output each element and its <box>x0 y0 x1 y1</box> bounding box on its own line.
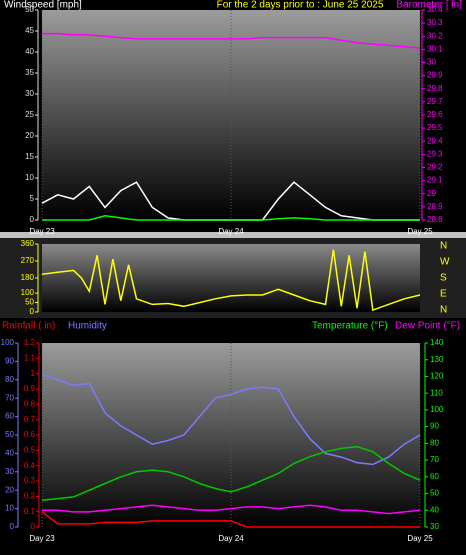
y-tick-label: 40 <box>25 47 34 56</box>
y-tick-label: 1.1 <box>24 353 36 362</box>
y-tick-label: 29 <box>427 189 436 198</box>
y-tick-label: 29.9 <box>427 71 443 80</box>
y-tick-label: 0.8 <box>24 399 36 408</box>
y-tick-label: 90 <box>430 422 439 431</box>
x-tick-label: Day 23 <box>29 534 55 543</box>
y-tick-label: 1 <box>31 369 36 378</box>
y-tick-label: 50 <box>25 5 34 14</box>
compass-label: N <box>440 305 447 316</box>
y-tick-label: 10 <box>5 504 14 513</box>
y-tick-label: 0.7 <box>24 415 36 424</box>
y-tick-label: 29.6 <box>427 110 443 119</box>
series-line <box>42 32 421 49</box>
y-tick-label: 100 <box>1 338 15 347</box>
y-tick-label: 60 <box>5 412 14 421</box>
y-tick-label: 29.1 <box>427 176 443 185</box>
compass-label: N <box>440 241 447 252</box>
y-tick-label: 29.2 <box>427 163 443 172</box>
y-tick-label: 0.1 <box>24 507 36 516</box>
y-tick-label: 35 <box>25 68 34 77</box>
y-tick-label: 30.1 <box>427 44 443 53</box>
series-line <box>41 249 421 312</box>
y-tick-label: 45 <box>25 26 34 35</box>
legend-entry: Humidity <box>68 321 107 332</box>
legend-entry: Temperature (°F) <box>312 321 388 332</box>
y-tick-label: 5 <box>30 194 35 203</box>
y-tick-label: 30 <box>427 58 436 67</box>
y-tick-label: 100 <box>21 288 35 297</box>
y-tick-label: 100 <box>430 405 444 414</box>
x-tick-label: Day 25 <box>407 227 433 236</box>
x-tick-label: Day 24 <box>218 227 244 236</box>
y-tick-label: 40 <box>5 449 14 458</box>
plot-area <box>42 244 420 312</box>
y-tick-label: 120 <box>430 372 444 381</box>
y-tick-label: 28.8 <box>427 215 443 224</box>
y-tick-label: 360 <box>21 239 35 248</box>
y-tick-label: 0 <box>30 215 35 224</box>
y-tick-label: 1.2 <box>24 338 36 347</box>
y-tick-label: 30.2 <box>427 31 443 40</box>
y-tick-label: 30 <box>25 89 34 98</box>
y-tick-label: 90 <box>5 357 14 366</box>
y-tick-label: 80 <box>5 375 14 384</box>
y-tick-label: 0.6 <box>24 430 36 439</box>
y-tick-label: 0.9 <box>24 384 36 393</box>
series-line <box>41 373 421 466</box>
y-tick-label: 0.4 <box>24 461 36 470</box>
y-tick-label: 0 <box>31 522 36 531</box>
compass-label: E <box>440 289 447 300</box>
series-line <box>41 511 420 528</box>
y-tick-label: 130 <box>430 355 444 364</box>
y-tick-label: 30.3 <box>427 18 443 27</box>
y-tick-label: 0 <box>10 522 15 531</box>
x-tick-label: Day 24 <box>218 534 244 543</box>
y-tick-label: 50 <box>430 489 439 498</box>
x-tick-label: Day 23 <box>29 227 55 236</box>
y-tick-label: 80 <box>430 438 439 447</box>
legend-entry: Dew Point (°F) <box>395 321 460 332</box>
y-tick-label: 29.3 <box>427 149 443 158</box>
series-line <box>41 445 421 501</box>
legend-entry: Rainfall (.in) <box>2 321 55 332</box>
y-tick-label: 60 <box>430 472 439 481</box>
series-line <box>42 215 420 221</box>
y-tick-label: 30.4 <box>427 5 443 14</box>
legend-entry: Barometer [ in] <box>396 0 462 11</box>
y-tick-label: 70 <box>430 455 439 464</box>
y-tick-label: 70 <box>5 393 14 402</box>
y-tick-label: 0.3 <box>24 476 36 485</box>
y-tick-label: 29.7 <box>427 97 443 106</box>
y-tick-label: 29.5 <box>427 123 443 132</box>
y-tick-label: 0.2 <box>24 491 36 500</box>
y-tick-label: 15 <box>25 152 34 161</box>
y-tick-label: 110 <box>430 388 443 397</box>
y-tick-label: 25 <box>25 110 34 119</box>
y-tick-label: 50 <box>5 430 14 439</box>
y-tick-label: 0.5 <box>24 445 36 454</box>
y-tick-label: 40 <box>430 505 439 514</box>
y-tick-label: 50 <box>25 298 34 307</box>
x-tick-label: Day 25 <box>407 534 433 543</box>
y-tick-label: 180 <box>21 273 35 282</box>
y-tick-label: 270 <box>21 256 35 265</box>
title: For the 2 days prior to : June 25 2025 <box>217 0 384 11</box>
y-tick-label: 20 <box>25 131 34 140</box>
y-tick-label: 0 <box>30 307 35 316</box>
y-tick-label: 140 <box>430 338 444 347</box>
y-tick-label: 10 <box>25 173 34 182</box>
compass-label: W <box>440 257 450 268</box>
y-tick-label: 29.4 <box>427 136 443 145</box>
y-tick-label: 30 <box>5 467 14 476</box>
compass-label: S <box>440 273 447 284</box>
y-tick-label: 29.8 <box>427 84 443 93</box>
legend-entry: Windspeed [mph] <box>4 0 82 11</box>
series-line <box>42 504 421 515</box>
y-tick-label: 20 <box>5 485 14 494</box>
y-tick-label: 30 <box>430 522 439 531</box>
y-tick-label: 28.9 <box>427 202 443 211</box>
